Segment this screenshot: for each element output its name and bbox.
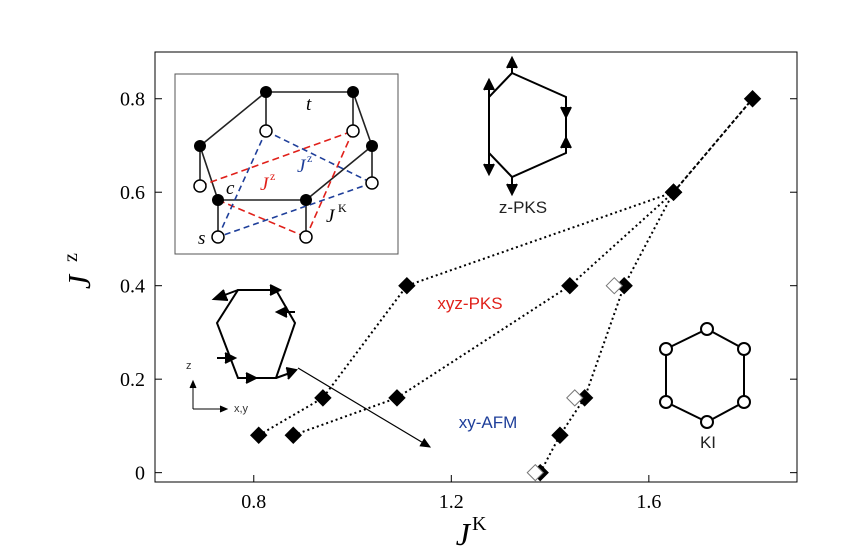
inset-label-jz-blue-sup: z	[307, 151, 312, 165]
filled-diamond-point	[388, 389, 406, 407]
axes-icon-z-label: z	[186, 360, 192, 372]
x-tick-label: 1.2	[439, 491, 464, 513]
y-axis-label: J	[61, 273, 97, 289]
open-diamond-point	[526, 463, 544, 482]
y-tick-label: 0	[135, 463, 145, 485]
series-line-3	[672, 98, 754, 193]
filled-diamond-point	[551, 426, 569, 444]
series-line-0	[258, 191, 674, 437]
axes-icon	[189, 379, 229, 413]
filled-diamond-point	[561, 276, 579, 295]
inset-label-jk-sup: K	[338, 201, 347, 215]
y-axis-label-sup: z	[60, 253, 82, 262]
zpks-hexagon-icon	[483, 55, 572, 197]
series-lines	[258, 98, 754, 474]
inset-label-jk: J	[326, 206, 336, 227]
pointer-arrow	[297, 367, 432, 448]
phase-label-zpks: z-PKS	[499, 198, 547, 217]
x-axis-label: J	[456, 516, 472, 552]
x-axis-label-sup: K	[472, 513, 487, 535]
y-tick-label: 0.8	[120, 89, 145, 111]
inset-label-t: t	[306, 94, 312, 115]
y-tick-label: 0.2	[120, 369, 145, 391]
series-line-2	[539, 191, 675, 474]
filled-diamond-point	[398, 276, 416, 295]
inset-label-s: s	[198, 228, 205, 249]
filled-diamond-point	[664, 183, 683, 201]
filled-diamond-point	[250, 426, 268, 444]
xyafm-hexagon-icon	[211, 284, 298, 384]
inset-label-jz-blue: J	[297, 156, 307, 177]
x-tick-label: 1.6	[636, 491, 661, 513]
inset-label-jz-red-sup: z	[270, 169, 275, 183]
open-diamond-point	[605, 276, 623, 295]
inset-label-c: c	[226, 178, 235, 199]
phase-label-xyafm: xy-AFM	[459, 413, 518, 432]
filled-diamond-point	[743, 90, 762, 108]
inset-label-jz-red: J	[260, 174, 270, 195]
y-tick-label: 0.4	[120, 276, 145, 298]
axis-ticks: 0.8 1.2 1.6 0 0.2 0.4 0.6 0.8	[120, 89, 797, 513]
plot-area	[154, 51, 798, 483]
axes-icon-xy-label: x,y	[234, 403, 249, 415]
y-tick-label: 0.6	[120, 182, 145, 204]
phase-label-xyzpks: xyz-PKS	[437, 294, 502, 313]
ki-hexagon-icon	[659, 322, 751, 429]
phase-label-ki: KI	[700, 433, 716, 452]
filled-diamond-point	[314, 389, 332, 407]
series-markers	[250, 90, 762, 482]
series-line-1	[292, 191, 675, 437]
x-tick-label: 0.8	[241, 491, 266, 513]
lattice-inset	[174, 73, 399, 255]
filled-diamond-point	[284, 426, 302, 444]
open-diamond-point	[566, 389, 584, 407]
